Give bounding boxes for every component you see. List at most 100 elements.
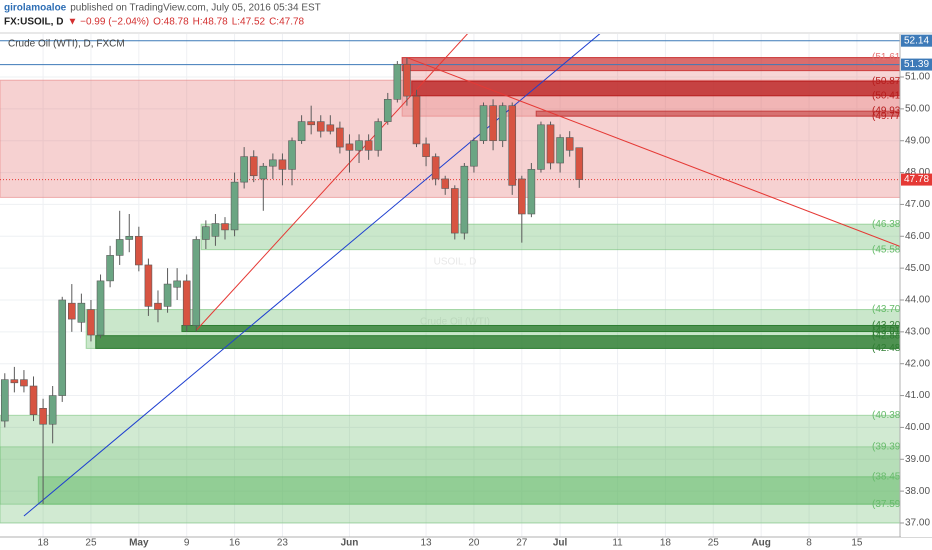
candle-body: [537, 124, 545, 170]
x-tick-label: 18: [38, 538, 50, 549]
zone-label: (42.88): [872, 330, 904, 341]
candle-body: [202, 226, 210, 240]
zone: [37, 476, 900, 505]
x-tick-label: 9: [184, 538, 190, 549]
watermark-sub: Crude Oil (WTI): [420, 317, 490, 328]
price-tag: [901, 58, 932, 71]
zone: [535, 110, 900, 117]
candle-body: [10, 379, 19, 384]
zone: [200, 223, 900, 251]
x-tick-label: 16: [229, 538, 241, 549]
x-tick-label: May: [129, 538, 149, 549]
candle-body: [403, 63, 411, 97]
y-tick-label: 39.00: [905, 454, 930, 465]
price-tag-label: 51.39: [904, 59, 929, 70]
candle-body: [125, 235, 134, 240]
trend-line: [23, 34, 601, 517]
candle-body: [135, 235, 143, 266]
zone-label: (39.39): [872, 441, 904, 452]
candle-body: [498, 105, 507, 142]
y-tick-label: 42.00: [905, 358, 930, 369]
x-tick-label: Jul: [553, 538, 568, 549]
trend-line: [195, 34, 469, 331]
candle-body: [297, 121, 306, 142]
candle-body: [230, 181, 239, 231]
x-tick-label: 27: [516, 538, 528, 549]
y-tick-label: 51.00: [905, 72, 930, 83]
zone-label: (49.77): [872, 111, 904, 122]
x-tick-label: 20: [468, 538, 480, 549]
axes: 37.00 38.00 39.00 40.00 41.00 42.00 43.00 44.00…: [38, 34, 932, 549]
x-tick-label: Jun: [341, 538, 359, 549]
candle-body: [364, 140, 373, 151]
zone: [0, 446, 900, 505]
y-tick-label: 44.00: [905, 295, 930, 306]
candle-body: [192, 239, 201, 326]
candle-body: [345, 143, 354, 151]
candle-body: [0, 379, 9, 422]
header-text: O:48.78: [153, 17, 189, 28]
candle-body: [278, 159, 287, 170]
header-text: ▼ −0.99 (−2.04%): [67, 17, 149, 28]
y-tick-label: 40.00: [905, 422, 930, 433]
x-tick-label: Aug: [751, 538, 770, 549]
zone-label: (43.01): [872, 326, 904, 337]
legend-title: Crude Oil (WTI), D, FXCM: [8, 39, 125, 50]
candle-body: [288, 140, 296, 170]
plot-area: USOIL, D Crude Oil (WTI) (51.61) (50.87) (50…: [0, 34, 904, 537]
zone-label: (51.61): [872, 52, 904, 63]
candle-body: [412, 95, 421, 145]
candle-body: [106, 255, 114, 282]
candle-body: [48, 395, 57, 425]
x-tick-label: 15: [851, 538, 863, 549]
price-tag-label: 47.78: [904, 174, 929, 185]
candle-body: [173, 280, 181, 288]
header-text: H:48.78: [193, 17, 228, 28]
y-tick-label: 37.00: [905, 518, 930, 529]
candle-body: [565, 137, 574, 151]
price-axis-bg: [901, 34, 932, 537]
y-tick-label: 50.00: [905, 104, 930, 115]
y-tick-label: 47.00: [905, 199, 930, 210]
x-tick-label: 23: [277, 538, 289, 549]
watermark: USOIL, D: [434, 257, 477, 268]
y-tick-label: 45.00: [905, 263, 930, 274]
candle-body: [249, 156, 258, 177]
candle-body: [211, 223, 220, 237]
candle-body: [307, 121, 315, 126]
candle-body: [383, 99, 392, 122]
y-tick-label: 38.00: [905, 486, 930, 497]
candle-body: [460, 165, 469, 234]
candle-body: [29, 385, 38, 415]
candle-body: [182, 280, 191, 326]
candle-body: [441, 178, 450, 189]
y-tick-label: 49.00: [905, 135, 930, 146]
candle-body: [163, 283, 172, 307]
y-tick-label: 43.00: [905, 326, 930, 337]
zone-label: (49.93): [872, 106, 904, 117]
candle-body: [58, 299, 67, 396]
zone-label: (43.70): [872, 304, 904, 315]
candle-body: [316, 121, 325, 132]
header-text: FX:USOIL, D: [4, 17, 63, 28]
zone-label: (42.48): [872, 343, 904, 354]
candle-body: [556, 137, 564, 164]
x-tick-label: 25: [85, 538, 97, 549]
candle-body: [489, 105, 497, 142]
candle-body: [269, 159, 277, 167]
candle-body: [546, 124, 555, 164]
candle-body: [422, 143, 430, 157]
candle-body: [393, 63, 402, 100]
candle-body: [39, 408, 47, 425]
candle-body: [77, 302, 86, 323]
candle-body: [115, 239, 124, 256]
zone-label: (50.41): [872, 90, 904, 101]
candle-body: [154, 302, 162, 310]
y-tick-label: 41.00: [905, 390, 930, 401]
candle-body: [144, 264, 153, 307]
candle-body: [479, 105, 488, 142]
header-text: published on TradingView.com, July 05, 2…: [70, 3, 321, 14]
candle-body: [259, 165, 268, 180]
zone: [0, 79, 900, 198]
x-tick-label: 18: [660, 538, 672, 549]
